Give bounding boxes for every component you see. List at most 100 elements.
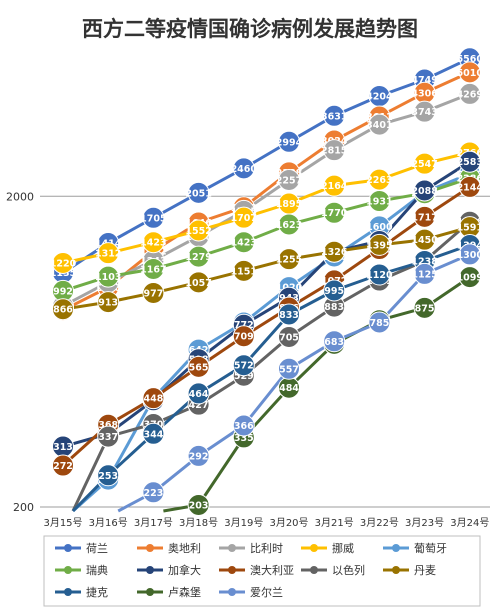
data-label: 913	[98, 298, 118, 309]
data-label: 1326	[321, 247, 348, 258]
data-point	[278, 248, 300, 271]
data-label: 1707	[231, 213, 257, 224]
data-point	[232, 414, 255, 437]
data-label: 344	[143, 429, 163, 440]
legend-label: 加拿大	[168, 563, 201, 577]
data-label: 785	[369, 318, 389, 329]
series-line	[62, 56, 471, 274]
data-label: 313	[53, 442, 73, 453]
data-point	[458, 82, 481, 105]
legend-label: 卢森堡	[168, 585, 201, 599]
data-point	[413, 100, 436, 123]
data-point	[232, 157, 255, 180]
data-label: 1395	[366, 240, 392, 251]
data-point	[368, 189, 391, 212]
data-point	[187, 219, 210, 242]
data-label: 2164	[321, 181, 348, 192]
y-tick-label: 2000	[6, 190, 34, 203]
data-label: 977	[143, 288, 163, 299]
data-label: 1423	[140, 238, 166, 249]
data-point	[278, 213, 300, 236]
x-tick-label: 3月23号	[405, 517, 444, 529]
data-label: 2257	[276, 175, 302, 186]
data-label: 683	[324, 337, 344, 348]
legend-label: 挪威	[332, 541, 354, 555]
x-tick-label: 3月19号	[224, 517, 263, 529]
data-label: 1057	[185, 278, 211, 289]
legend-marker	[64, 566, 72, 574]
data-point	[458, 150, 481, 173]
data-point	[187, 181, 210, 204]
data-label: 1255	[276, 255, 302, 266]
data-label: 883	[324, 302, 344, 313]
data-point	[187, 493, 210, 516]
legend-marker	[228, 588, 236, 596]
legend-marker	[146, 566, 154, 574]
legend-marker	[392, 566, 400, 574]
data-label: 448	[143, 394, 163, 405]
data-label: 4306	[411, 88, 438, 99]
data-point	[142, 206, 165, 229]
data-point	[278, 168, 300, 191]
data-point	[232, 259, 255, 282]
data-point	[368, 233, 391, 256]
data-point	[323, 240, 346, 263]
data-point	[278, 357, 300, 380]
data-label: 4749	[411, 75, 437, 86]
data-label: 2088	[411, 186, 438, 197]
legend-marker	[392, 544, 400, 552]
data-label: 1120	[366, 270, 393, 281]
legend-marker	[146, 544, 154, 552]
data-point	[323, 174, 346, 197]
legend-marker	[64, 544, 72, 552]
data-label: 995	[324, 286, 344, 297]
data-point	[142, 281, 165, 304]
series-line	[62, 70, 471, 312]
data-label: 1125	[411, 269, 437, 280]
data-label: 1717	[411, 212, 437, 223]
data-label: 3401	[366, 120, 392, 131]
x-tick-label: 3月17号	[134, 517, 173, 529]
legend-marker	[310, 544, 318, 552]
data-point	[323, 104, 346, 127]
data-label: 866	[53, 305, 73, 316]
data-label: 5560	[457, 54, 484, 65]
series-line	[62, 176, 471, 293]
data-point	[278, 325, 300, 348]
data-label: 3631	[321, 111, 347, 122]
data-label: 335	[234, 433, 254, 444]
data-point	[187, 271, 210, 294]
data-label: 4269	[457, 89, 483, 100]
data-point	[413, 152, 436, 175]
legend-label: 澳大利亚	[250, 563, 294, 577]
x-tick-label: 3月21号	[315, 517, 354, 529]
data-label: 1552	[185, 226, 211, 237]
data-point	[187, 245, 210, 268]
data-point	[458, 243, 481, 266]
legend-marker	[228, 544, 236, 552]
legend-marker	[228, 566, 236, 574]
data-label: 1931	[366, 196, 392, 207]
data-label: 2460	[231, 164, 258, 175]
data-label: 2547	[411, 159, 437, 170]
legend-label: 捷克	[86, 585, 108, 599]
data-point	[97, 464, 120, 487]
data-point	[232, 206, 255, 229]
legend-marker	[146, 588, 154, 596]
data-point	[142, 481, 165, 504]
data-point	[97, 242, 120, 265]
data-point	[323, 279, 346, 302]
data-label: 1770	[321, 208, 348, 219]
data-label: 875	[415, 303, 435, 314]
data-label: 5010	[457, 68, 484, 79]
data-label: 1312	[95, 249, 121, 260]
data-point	[413, 205, 436, 228]
legend-label: 以色列	[332, 563, 365, 577]
data-label: 565	[189, 362, 209, 373]
data-point	[368, 113, 391, 136]
y-tick-label: 200	[13, 501, 34, 514]
data-label: 223	[143, 488, 163, 499]
x-tick-label: 3月20号	[269, 517, 308, 529]
x-tick-label: 3月16号	[89, 517, 128, 529]
data-point	[323, 201, 346, 224]
